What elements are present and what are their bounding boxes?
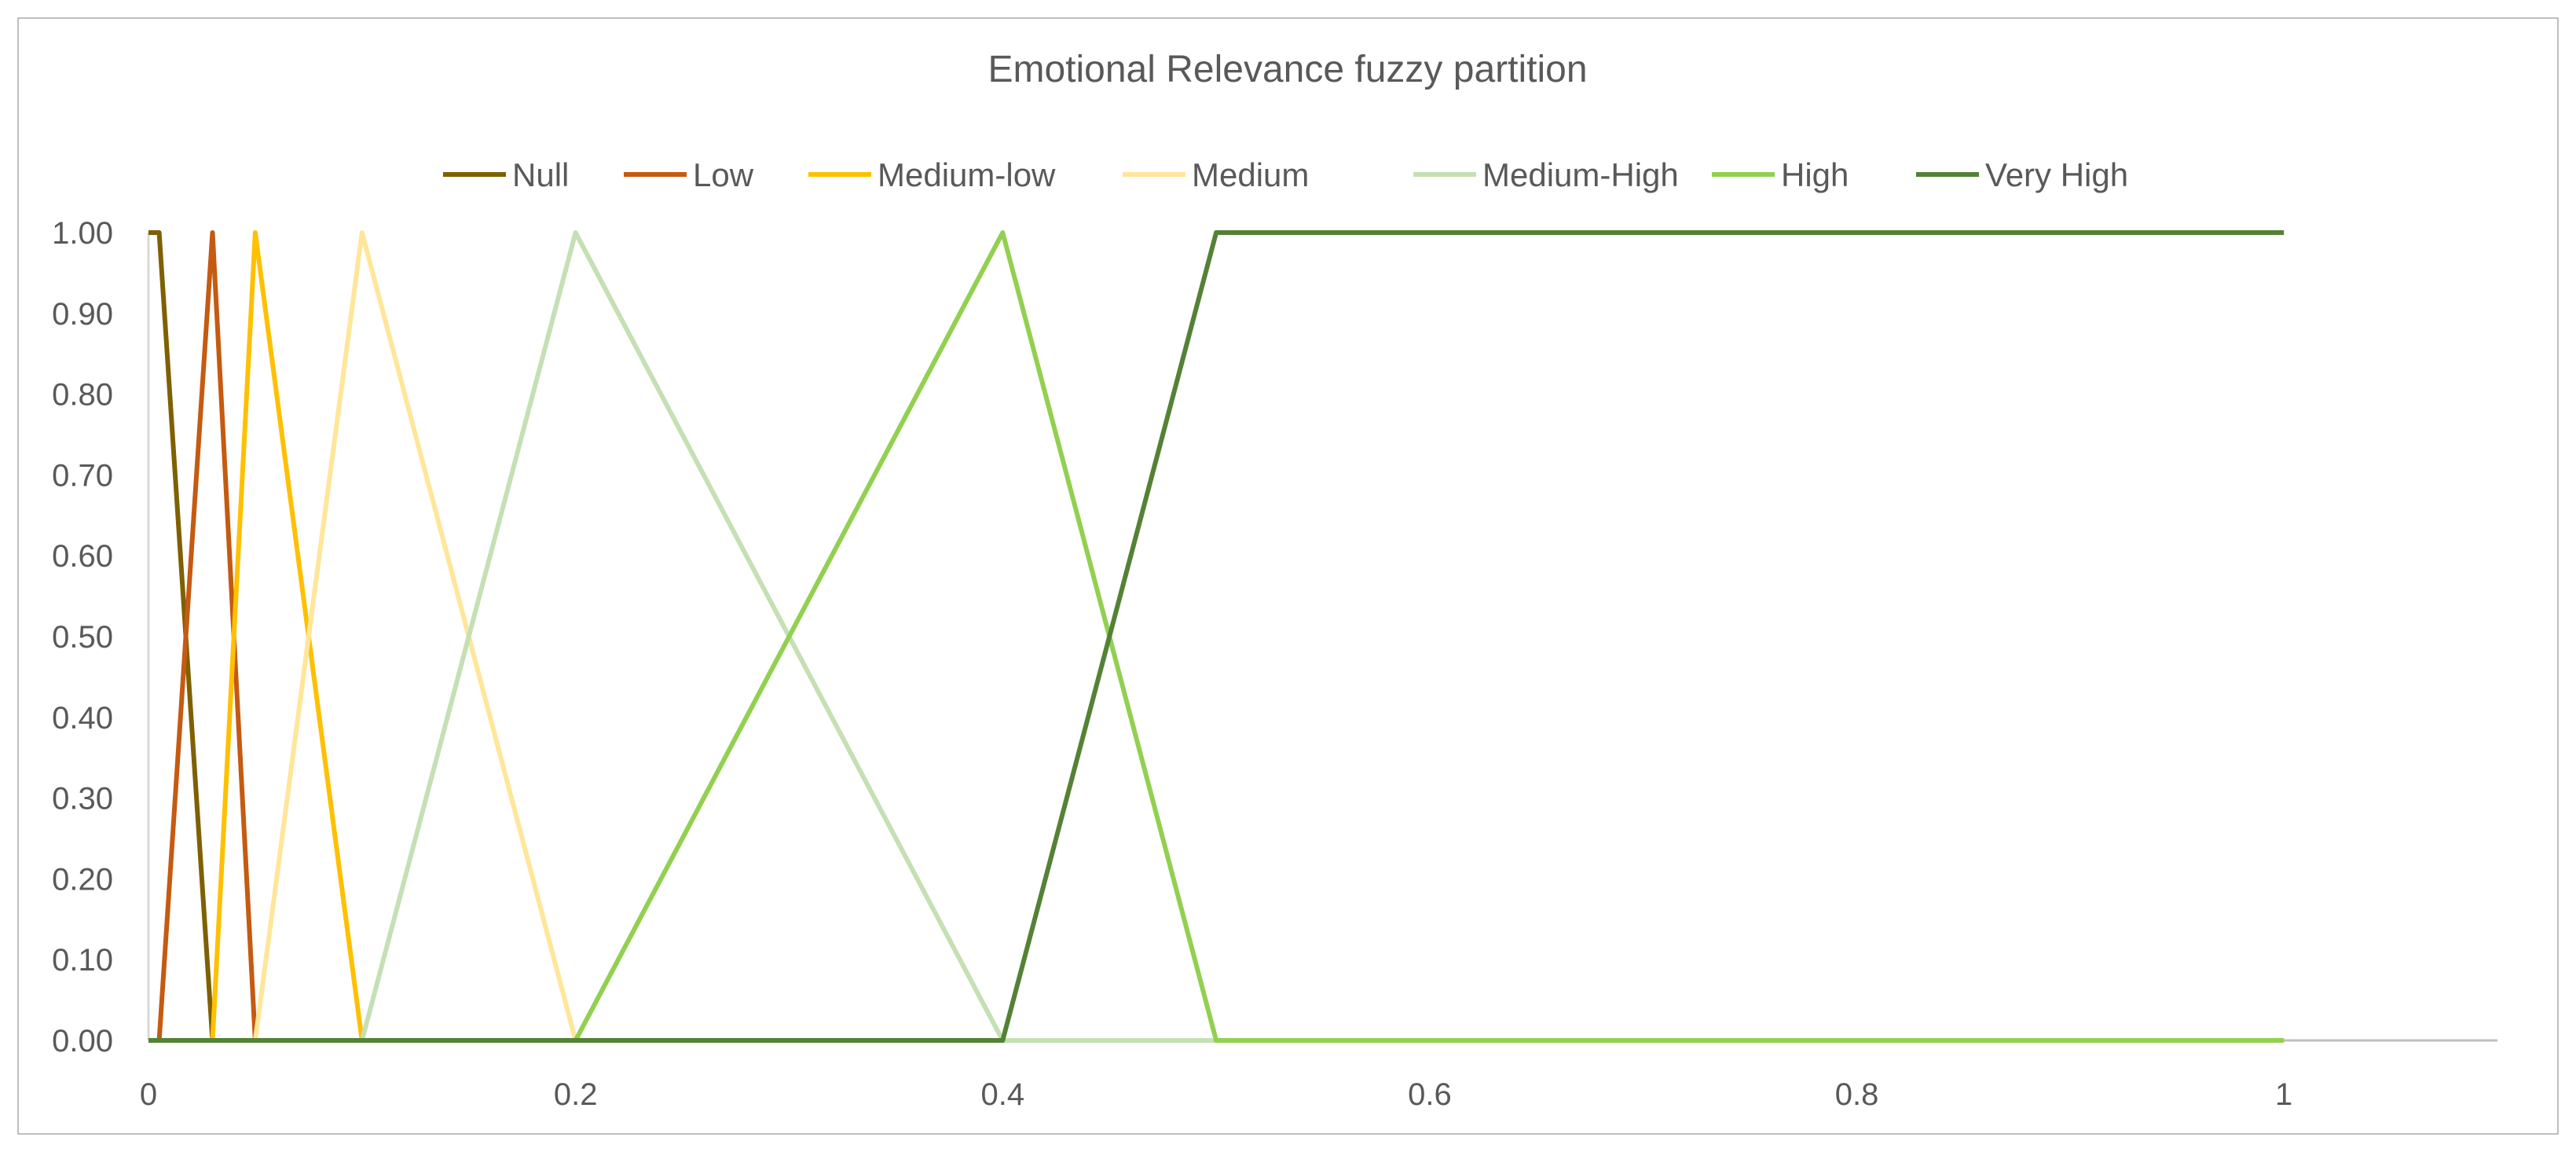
legend-item-medium: Medium: [1123, 156, 1309, 193]
legend-item-medium-low: Medium-low: [808, 156, 1056, 193]
x-tick-label: 0: [140, 1077, 157, 1112]
chart-frame: Emotional Relevance fuzzy partition Null…: [17, 17, 2559, 1135]
series-line-very-high: [148, 230, 2285, 1043]
y-tick-label: 0.00: [52, 1024, 113, 1058]
legend-label: Medium-High: [1482, 156, 1679, 193]
x-tick-label: 0.2: [554, 1077, 598, 1112]
legend-label: Null: [512, 156, 569, 193]
y-tick-label: 0.30: [52, 782, 113, 816]
y-tick-label: 0.10: [52, 943, 113, 978]
legend-label: Medium: [1192, 156, 1309, 193]
legend-item-low: Low: [624, 156, 754, 193]
y-tick-label: 0.20: [52, 862, 113, 897]
series-line-low: [156, 230, 2285, 1043]
x-tick-label: 0.4: [980, 1077, 1024, 1112]
y-axis: 0.00 0.10 0.20 0.30 0.40 0.50 0.60 0.70 0.80 0.90…: [52, 216, 150, 1058]
chart-title: Emotional Relevance fuzzy partition: [988, 49, 1587, 90]
series-line-medium-low: [210, 230, 2285, 1043]
series-line-high: [573, 230, 2285, 1043]
y-tick-label: 0.50: [52, 620, 113, 655]
legend-item-medium-high: Medium-High: [1413, 156, 1679, 193]
y-tick-label: 0.60: [52, 539, 113, 574]
x-tick-label: 0.8: [1835, 1077, 1879, 1112]
x-axis: 0 0.2 0.4 0.6 0.8 1: [140, 1039, 2497, 1112]
chart-legend: Null Low Medium-low Medium Medium-High High Ve…: [443, 156, 2128, 193]
legend-label: High: [1781, 156, 1849, 193]
plot-area: [148, 230, 2285, 1043]
series-line-medium-high: [359, 230, 2285, 1043]
legend-label: Low: [693, 156, 754, 193]
y-tick-label: 0.80: [52, 378, 113, 413]
x-tick-label: 1: [2275, 1077, 2292, 1112]
x-tick-label: 0.6: [1408, 1077, 1452, 1112]
line-chart: Emotional Relevance fuzzy partition Null…: [52, 49, 2497, 1112]
legend-item-null: Null: [443, 156, 569, 193]
legend-label: Very High: [1985, 156, 2128, 193]
legend-label: Medium-low: [878, 156, 1056, 193]
y-tick-label: 1.00: [52, 216, 113, 251]
y-tick-label: 0.70: [52, 458, 113, 493]
legend-item-very-high: Very High: [1916, 156, 2128, 193]
y-tick-label: 0.90: [52, 297, 113, 332]
series-line-medium: [252, 230, 2285, 1043]
y-tick-label: 0.40: [52, 701, 113, 736]
legend-item-high: High: [1712, 156, 1849, 193]
